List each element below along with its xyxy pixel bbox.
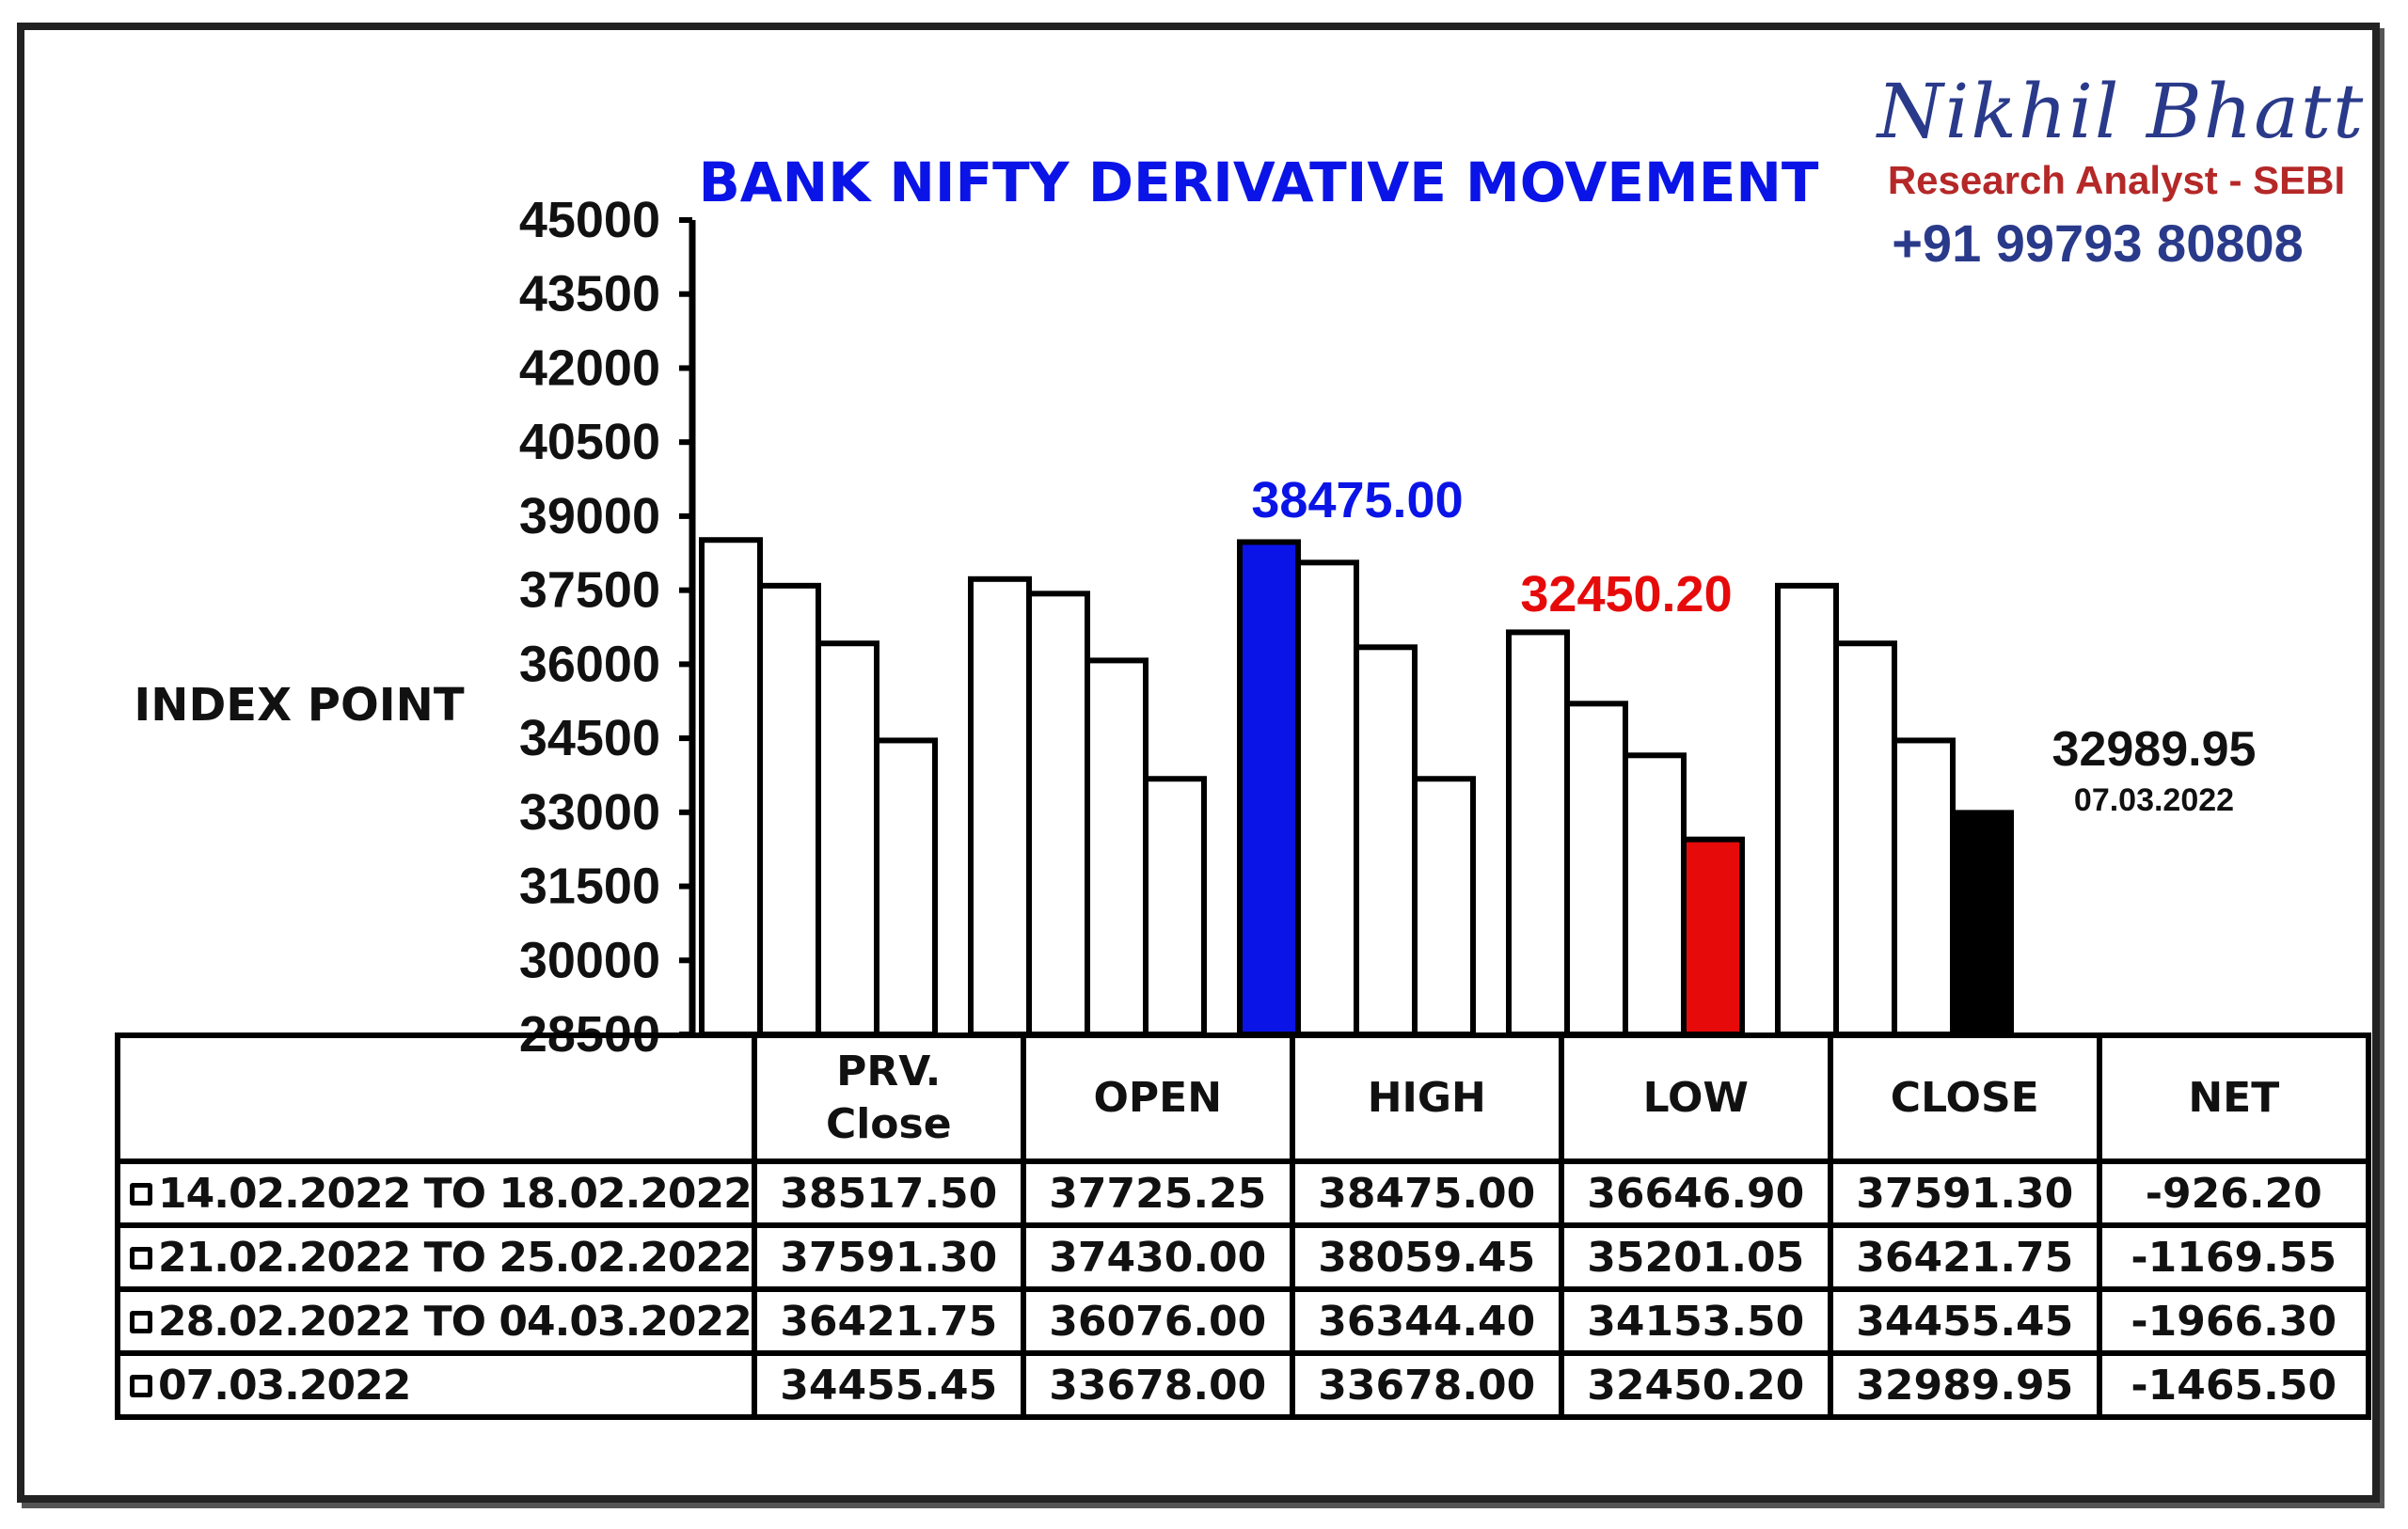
y-tick-label: 34500 bbox=[519, 710, 660, 766]
bar-low-series-4 bbox=[1681, 836, 1745, 1038]
y-tick-label: 33000 bbox=[519, 784, 660, 841]
period-label: 07.03.2022 bbox=[158, 1361, 411, 1410]
table-cell: 34153.50 bbox=[1558, 1286, 1833, 1356]
period-cell: 14.02.2022 TO 18.02.2022 bbox=[115, 1159, 757, 1228]
y-tick-label: 40500 bbox=[519, 414, 660, 470]
high-annotation: 38475.00 bbox=[1251, 472, 1463, 528]
legend-square-icon bbox=[130, 1374, 152, 1397]
table-cell: 37430.00 bbox=[1020, 1222, 1295, 1292]
header-open: OPEN bbox=[1020, 1032, 1295, 1164]
y-tick-label: 37500 bbox=[519, 562, 660, 619]
period-label: 14.02.2022 TO 18.02.2022 bbox=[158, 1169, 752, 1218]
table-cell: -1966.30 bbox=[2096, 1286, 2371, 1356]
table-cell: 38517.50 bbox=[751, 1159, 1026, 1228]
table-cell: 36344.40 bbox=[1289, 1286, 1564, 1356]
bar-low-series-1 bbox=[1506, 629, 1570, 1037]
table-row: 14.02.2022 TO 18.02.2022 38517.50 37725.… bbox=[115, 1159, 2371, 1228]
y-tick-label: 39000 bbox=[519, 488, 660, 544]
y-tick-label: 45000 bbox=[519, 192, 660, 248]
table-cell: 37591.30 bbox=[751, 1222, 1026, 1292]
header-prv-label: PRV. bbox=[836, 1048, 942, 1096]
low-annotation: 32450.20 bbox=[1520, 566, 1732, 623]
table-cell: 33678.00 bbox=[1289, 1350, 1564, 1420]
table-corner bbox=[118, 1035, 757, 1164]
table-cell: 36421.75 bbox=[1827, 1222, 2102, 1292]
table-header-row: PRV. Close OPEN HIGH LOW CLOSE NET bbox=[118, 1032, 2371, 1164]
data-table: PRV. Close OPEN HIGH LOW CLOSE NET 14.02.… bbox=[115, 1032, 2371, 1420]
table-cell: 38475.00 bbox=[1289, 1159, 1564, 1228]
table-cell: 38059.45 bbox=[1289, 1222, 1564, 1292]
table-cell: 37725.25 bbox=[1020, 1159, 1295, 1228]
bar-low-series-3 bbox=[1623, 752, 1687, 1037]
table-cell: 32989.95 bbox=[1827, 1350, 2102, 1420]
table-cell: 36076.00 bbox=[1020, 1286, 1295, 1356]
bar-open-series-4 bbox=[1143, 776, 1207, 1037]
y-tick-label: 30000 bbox=[519, 932, 660, 988]
table-row: 07.03.2022 34455.45 33678.00 33678.00 32… bbox=[115, 1350, 2371, 1420]
chart-title: BANK NIFTY DERIVATIVE MOVEMENT bbox=[699, 150, 1819, 214]
y-axis-label: INDEX POINT bbox=[134, 679, 464, 732]
period-cell: 07.03.2022 bbox=[115, 1350, 757, 1420]
bar-open-series-1 bbox=[968, 575, 1032, 1037]
close-date-annotation: 07.03.2022 bbox=[2074, 782, 2234, 818]
bar-close-series-2 bbox=[1833, 640, 1897, 1037]
bar-close-series-4 bbox=[1950, 810, 2014, 1037]
table-cell: 34455.45 bbox=[1827, 1286, 2102, 1356]
header-high: HIGH bbox=[1289, 1032, 1564, 1164]
table-cell: -1465.50 bbox=[2096, 1350, 2371, 1420]
y-tick-label: 43500 bbox=[519, 266, 660, 323]
y-tick-label: 36000 bbox=[519, 636, 660, 692]
table-row: 28.02.2022 TO 04.03.2022 36421.75 36076.… bbox=[115, 1286, 2371, 1356]
bar-high-series-4 bbox=[1412, 776, 1476, 1037]
table-cell: -926.20 bbox=[2096, 1159, 2371, 1228]
bar-prv-close-series-4 bbox=[874, 737, 938, 1038]
brand-phone: +91 99793 80808 bbox=[1892, 213, 2304, 273]
table-cell: 35201.05 bbox=[1558, 1222, 1833, 1292]
brand-role: Research Analyst - SEBI bbox=[1887, 158, 2346, 202]
chart-frame bbox=[17, 23, 2380, 1503]
bar-prv-close-series-1 bbox=[699, 537, 763, 1037]
header-prv-close: PRV. Close bbox=[751, 1032, 1026, 1164]
bar-close-series-3 bbox=[1892, 737, 1956, 1038]
header-low: LOW bbox=[1558, 1032, 1833, 1164]
legend-square-icon bbox=[130, 1246, 152, 1269]
table-cell: -1169.55 bbox=[2096, 1222, 2371, 1292]
header-net: NET bbox=[2096, 1032, 2371, 1164]
legend-square-icon bbox=[130, 1310, 152, 1333]
y-tick-label: 31500 bbox=[519, 859, 660, 915]
bar-open-series-2 bbox=[1026, 591, 1090, 1037]
bar-prv-close-series-2 bbox=[757, 582, 821, 1037]
y-axis: 45000 43500 42000 40500 39000 37500 36000 34500… bbox=[519, 192, 696, 1063]
bar-open-series-3 bbox=[1085, 657, 1149, 1038]
period-cell: 28.02.2022 TO 04.03.2022 bbox=[115, 1286, 757, 1356]
y-tick-label: 42000 bbox=[519, 339, 660, 396]
table-cell: 32450.20 bbox=[1558, 1350, 1833, 1420]
table-cell: 36421.75 bbox=[751, 1286, 1026, 1356]
legend-square-icon bbox=[130, 1182, 152, 1206]
table-cell: 33678.00 bbox=[1020, 1350, 1295, 1420]
table-cell: 34455.45 bbox=[751, 1350, 1026, 1420]
brand-name: Nikhil Bhatt bbox=[1877, 68, 2366, 155]
table-cell: 37591.30 bbox=[1827, 1159, 2102, 1228]
bar-high-series-2 bbox=[1295, 560, 1359, 1038]
bar-close-series-1 bbox=[1775, 582, 1839, 1037]
table-row: 21.02.2022 TO 25.02.2022 37591.30 37430.… bbox=[115, 1222, 2371, 1292]
period-label: 28.02.2022 TO 04.03.2022 bbox=[158, 1297, 752, 1346]
table-cell: 36646.90 bbox=[1558, 1159, 1833, 1228]
bar-high-series-3 bbox=[1354, 644, 1418, 1037]
header-close-label: Close bbox=[825, 1100, 952, 1148]
bars bbox=[699, 537, 2014, 1038]
bar-prv-close-series-3 bbox=[816, 640, 879, 1037]
close-value-annotation: 32989.95 bbox=[2052, 722, 2257, 777]
period-cell: 21.02.2022 TO 25.02.2022 bbox=[115, 1222, 757, 1292]
period-label: 21.02.2022 TO 25.02.2022 bbox=[158, 1233, 752, 1282]
header-close: CLOSE bbox=[1827, 1032, 2102, 1164]
bar-low-series-2 bbox=[1564, 701, 1628, 1037]
bar-high-series-1 bbox=[1237, 539, 1301, 1037]
